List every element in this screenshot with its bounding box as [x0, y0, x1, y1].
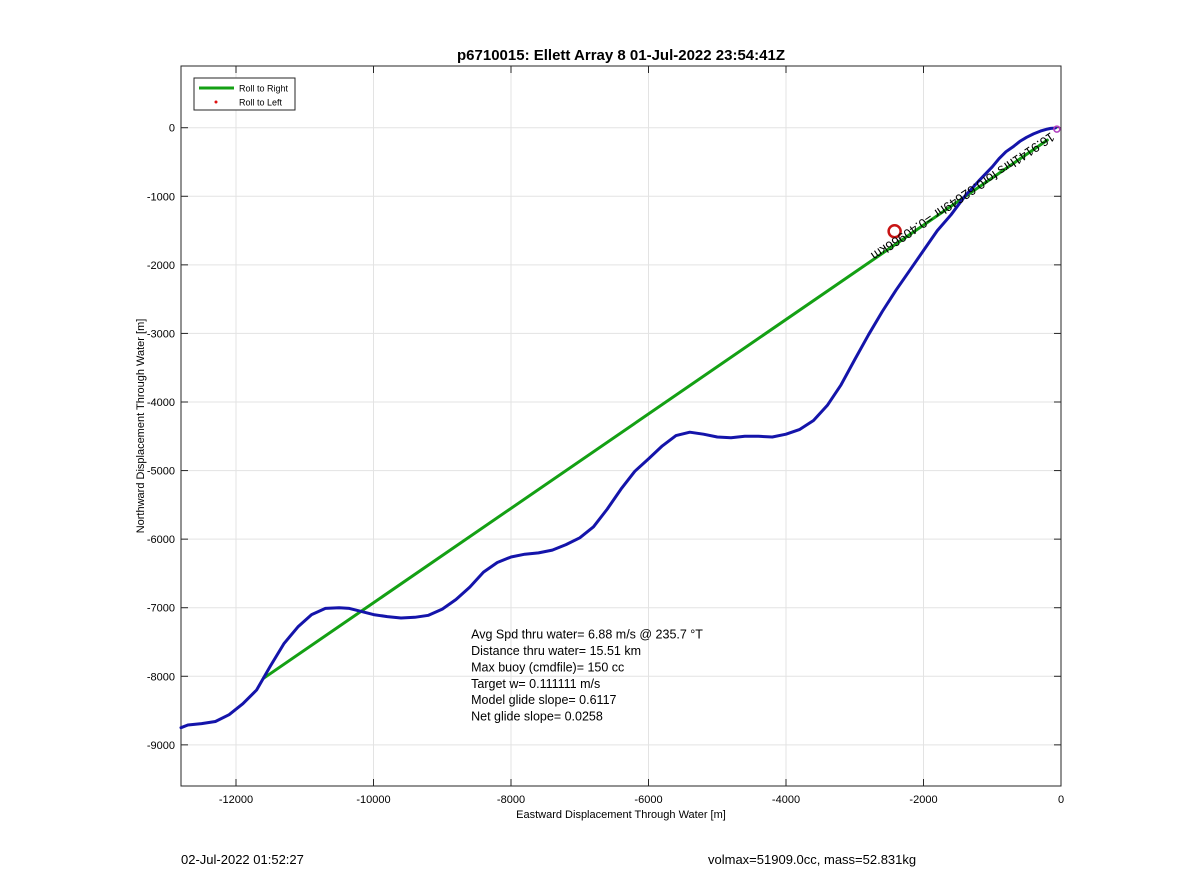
series-trajectory: [179, 126, 1057, 730]
y-tick-label: 0: [169, 123, 175, 135]
data-series: [179, 126, 1057, 730]
axis-ticks: -12000 -10000 -8000 -6000 -4000 -2000 0 0 -1000 -…: [147, 66, 1064, 806]
x-tick-label: -2000: [909, 794, 937, 806]
chart-title: p6710015: Ellett Array 8 01-Jul-2022 23:…: [457, 47, 785, 64]
legend-label: Roll to Right: [239, 84, 289, 94]
y-tick-label: -9000: [147, 740, 175, 752]
x-tick-label: -10000: [356, 794, 390, 806]
grid-lines: [181, 66, 1062, 786]
origin-marker: [1053, 125, 1061, 133]
y-tick-label: -7000: [147, 603, 175, 615]
y-tick-label: -6000: [147, 534, 175, 546]
footer-timestamp: 02-Jul-2022 01:52:27: [181, 852, 304, 867]
y-tick-label: -2000: [147, 260, 175, 272]
legend-swatch-dot: [214, 100, 218, 104]
stats-line: Net glide slope= 0.0258: [471, 710, 603, 724]
y-tick-label: -5000: [147, 466, 175, 478]
stats-line: Distance thru water= 15.51 km: [471, 644, 641, 658]
y-tick-label: -4000: [147, 397, 175, 409]
stats-line: Model glide slope= 0.6117: [471, 693, 616, 707]
series-roll-to-right: [262, 138, 1049, 680]
stats-line: Target w= 0.111111 m/s: [471, 677, 600, 691]
x-axis-label: Eastward Displacement Through Water [m]: [516, 809, 726, 821]
x-tick-label: -6000: [634, 794, 662, 806]
legend-label: Roll to Left: [239, 98, 283, 108]
y-tick-label: -1000: [147, 191, 175, 203]
stats-line: Avg Spd thru water= 6.88 m/s @ 235.7 °T: [471, 628, 703, 642]
footer-volmax-mass: volmax=51909.0cc, mass=52.831kg: [708, 852, 917, 867]
y-tick-label: -8000: [147, 671, 175, 683]
y-tick-label: -3000: [147, 328, 175, 340]
x-tick-label: 0: [1058, 794, 1064, 806]
legend: Roll to Right Roll to Left: [193, 77, 296, 111]
x-tick-label: -4000: [772, 794, 800, 806]
y-axis-label: Northward Displacement Through Water [m]: [135, 319, 147, 534]
plot-area: [180, 65, 1062, 787]
x-tick-label: -12000: [219, 794, 253, 806]
marker-circle: [887, 224, 902, 239]
stats-line: Max buoy (cmdfile)= 150 cc: [471, 660, 624, 674]
legend-box: [193, 77, 296, 111]
x-tick-label: -8000: [497, 794, 525, 806]
